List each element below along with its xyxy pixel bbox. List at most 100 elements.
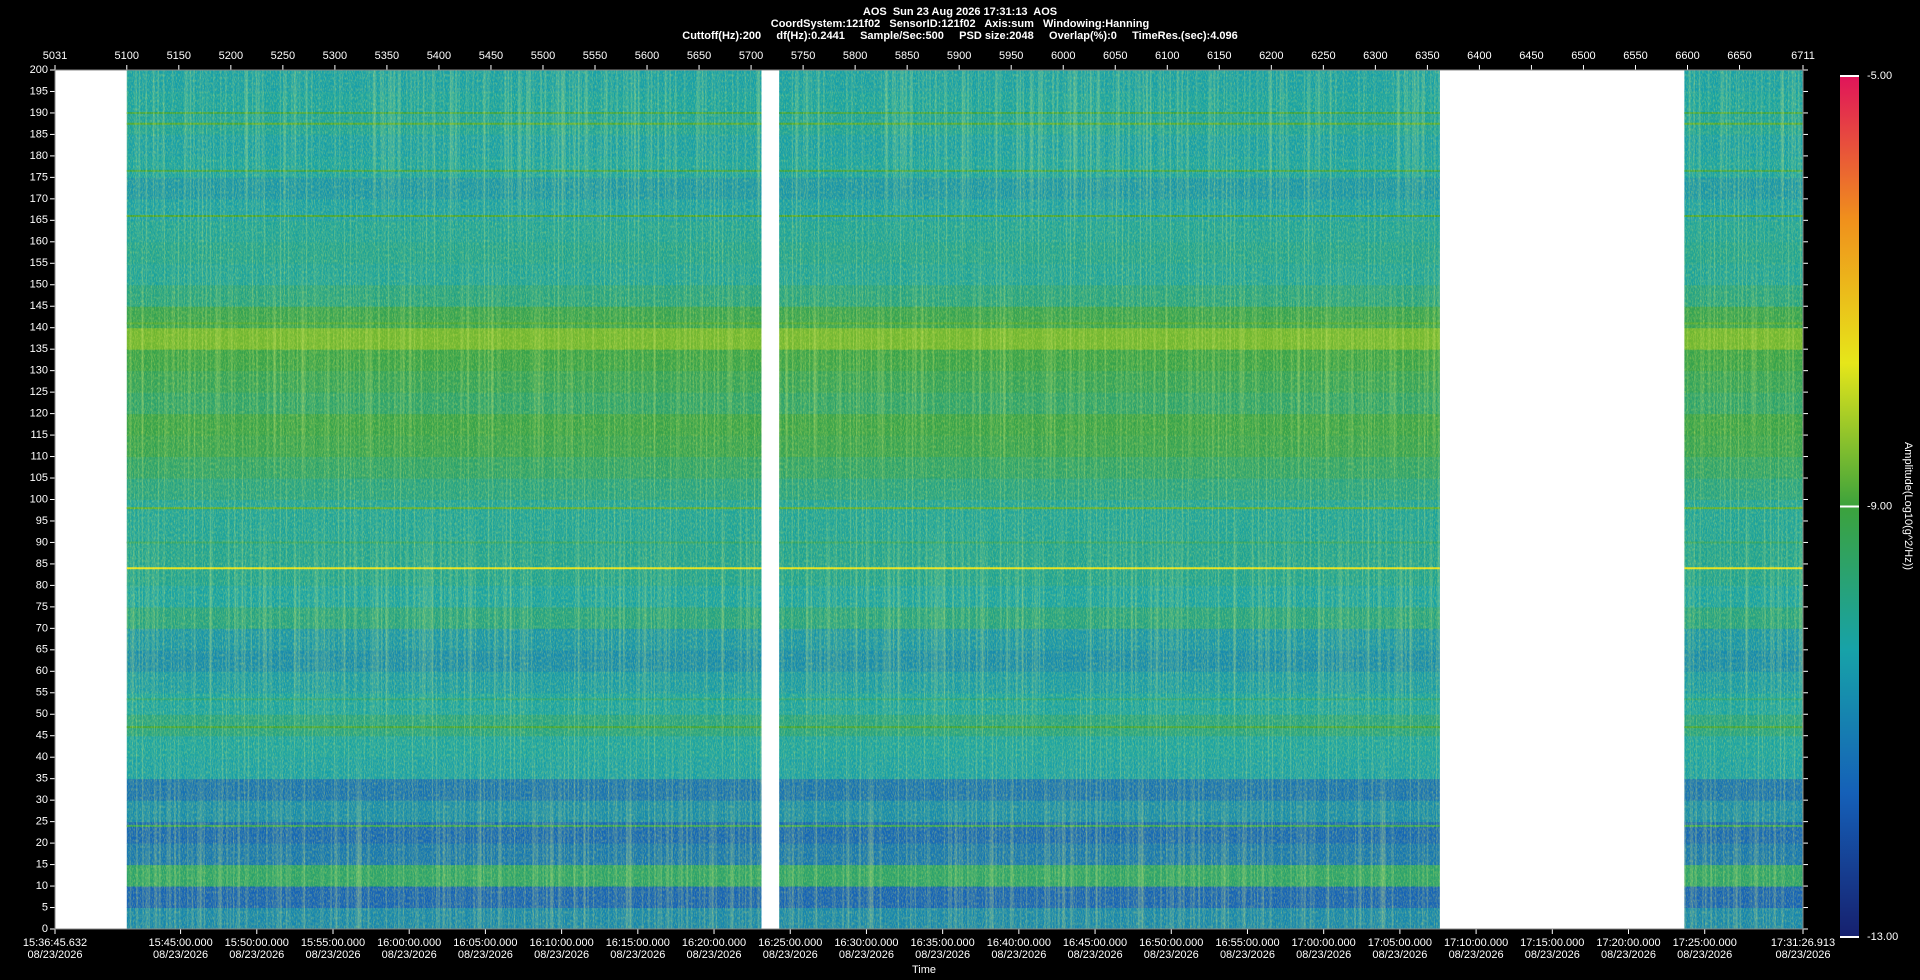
y-tick-label: 75 xyxy=(36,601,48,613)
y-tick-label: 70 xyxy=(36,622,48,634)
subtitle: Cuttoff(Hz):200 df(Hz):0.2441 Sample/Sec… xyxy=(682,30,1238,42)
x-tick-label: 6200 xyxy=(1259,50,1283,62)
x-axis-label: Time xyxy=(912,964,936,976)
time-tick-label: 17:31:26.913 08/23/2026 xyxy=(1770,937,1836,961)
colorbar-label: Amplitude(Log10(g^2/Hz)) xyxy=(1902,442,1914,570)
time-tick-label: 17:05:00.000 08/23/2026 xyxy=(1367,937,1432,961)
time-tick-label: 16:20:00.000 08/23/2026 xyxy=(681,937,747,961)
time-tick-label: 16:35:00.000 08/23/2026 xyxy=(910,937,975,961)
time-tick-label: 16:15:00.000 08/23/2026 xyxy=(605,937,670,961)
y-tick-label: 35 xyxy=(36,773,48,785)
x-tick-label: 6300 xyxy=(1363,50,1387,62)
time-tick-label: 15:55:00.000 08/23/2026 xyxy=(300,937,366,961)
y-tick-label: 180 xyxy=(30,150,48,162)
x-tick-label: 6250 xyxy=(1311,50,1335,62)
x-tick-label: 6000 xyxy=(1051,50,1075,62)
time-tick-label: 16:25:00.000 08/23/2026 xyxy=(758,937,823,961)
y-tick-label: 20 xyxy=(36,837,48,849)
time-tick-label: 16:30:00.000 08/23/2026 xyxy=(834,937,899,961)
y-tick-label: 55 xyxy=(36,687,48,699)
y-tick-label: 60 xyxy=(36,665,48,677)
x-tick-label: 5900 xyxy=(947,50,971,62)
x-tick-label: 5850 xyxy=(895,50,919,62)
y-tick-label: 25 xyxy=(36,816,48,828)
time-tick-label: 16:50:00.000 08/23/2026 xyxy=(1139,937,1204,961)
x-tick-label: 5400 xyxy=(427,50,451,62)
x-tick-label: 5300 xyxy=(323,50,347,62)
y-tick-label: 185 xyxy=(30,128,48,140)
x-tick-label: 6050 xyxy=(1103,50,1127,62)
x-tick-label: 6400 xyxy=(1467,50,1491,62)
y-tick-label: 125 xyxy=(30,386,48,398)
y-tick-label: 175 xyxy=(30,171,48,183)
x-tick-label: 5250 xyxy=(271,50,295,62)
x-tick-label: 6350 xyxy=(1415,50,1439,62)
x-tick-label: 6100 xyxy=(1155,50,1179,62)
y-tick-label: 155 xyxy=(30,257,48,269)
y-tick-label: 90 xyxy=(36,536,48,548)
x-tick-label: 5600 xyxy=(635,50,659,62)
x-tick-label: 5700 xyxy=(739,50,763,62)
y-tick-label: 145 xyxy=(30,300,48,312)
y-tick-label: 95 xyxy=(36,515,48,527)
x-tick-label: 6450 xyxy=(1519,50,1543,62)
x-tick-label: 5200 xyxy=(219,50,243,62)
x-tick-label: 5150 xyxy=(167,50,191,62)
y-tick-label: 30 xyxy=(36,794,48,806)
y-tick-label: 45 xyxy=(36,730,48,742)
y-tick-label: 200 xyxy=(30,64,48,76)
plot-frame xyxy=(54,69,1804,930)
y-tick-label: 100 xyxy=(30,493,48,505)
x-tick-label: 6550 xyxy=(1623,50,1647,62)
y-tick-label: 115 xyxy=(30,429,48,441)
time-tick-label: 15:50:00.000 08/23/2026 xyxy=(224,937,289,961)
y-tick-label: 170 xyxy=(30,193,48,205)
time-tick-label: 15:36:45.632 08/23/2026 xyxy=(22,937,88,961)
x-tick-label: 5550 xyxy=(583,50,607,62)
x-tick-label: 5350 xyxy=(375,50,399,62)
chart-title: AOS Sun 23 Aug 2026 17:31:13 AOS xyxy=(863,6,1057,18)
colorbar-tick-label: -9.00 xyxy=(1867,500,1892,512)
time-tick-label: 16:40:00.000 08/23/2026 xyxy=(986,937,1051,961)
y-tick-label: 120 xyxy=(30,408,48,420)
time-tick-label: 16:05:00.000 08/23/2026 xyxy=(453,937,518,961)
x-tick-label: 5950 xyxy=(999,50,1023,62)
time-tick-label: 17:10:00.000 08/23/2026 xyxy=(1443,937,1509,961)
y-tick-label: 150 xyxy=(30,279,48,291)
x-tick-label: 5650 xyxy=(687,50,711,62)
time-tick-label: 16:55:00.000 08/23/2026 xyxy=(1215,937,1280,961)
colorbar-tick-label: -5.00 xyxy=(1867,70,1892,82)
y-tick-label: 65 xyxy=(36,644,48,656)
y-tick-label: 110 xyxy=(30,450,48,462)
time-tick-label: 16:00:00.000 08/23/2026 xyxy=(377,937,442,961)
x-tick-label: 6600 xyxy=(1675,50,1699,62)
time-tick-label: 17:25:00.000 08/23/2026 xyxy=(1672,937,1737,961)
y-tick-label: 165 xyxy=(30,214,48,226)
y-tick-label: 85 xyxy=(36,558,48,570)
colorbar-tick-label: -13.00 xyxy=(1867,931,1898,943)
y-tick-label: 190 xyxy=(30,107,48,119)
x-tick-label: 5750 xyxy=(791,50,815,62)
y-tick-label: 135 xyxy=(30,343,48,355)
x-tick-label: 5100 xyxy=(115,50,139,62)
time-tick-label: 16:10:00.000 08/23/2026 xyxy=(529,937,594,961)
y-tick-label: 140 xyxy=(30,322,48,334)
x-tick-label: 5450 xyxy=(479,50,503,62)
x-tick-label: 6650 xyxy=(1727,50,1751,62)
x-tick-label: 5800 xyxy=(843,50,867,62)
y-tick-label: 160 xyxy=(30,236,48,248)
y-tick-label: 80 xyxy=(36,579,48,591)
y-tick-label: 50 xyxy=(36,708,48,720)
x-tick-label: 5031 xyxy=(43,50,67,62)
x-tick-label: 6500 xyxy=(1571,50,1595,62)
time-tick-label: 16:45:00.000 08/23/2026 xyxy=(1062,937,1128,961)
y-tick-label: 130 xyxy=(30,365,48,377)
y-tick-label: 5 xyxy=(42,901,48,913)
x-tick-label: 6711 xyxy=(1791,50,1815,62)
x-tick-label: 6150 xyxy=(1207,50,1231,62)
y-tick-label: 10 xyxy=(36,880,48,892)
y-tick-label: 15 xyxy=(36,858,48,870)
x-tick-label: 5500 xyxy=(531,50,555,62)
